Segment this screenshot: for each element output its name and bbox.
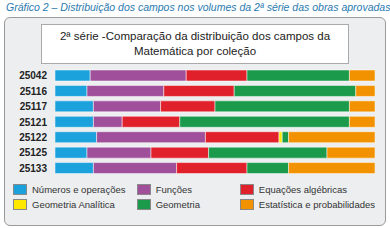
html-text:Geometria: Geometria bbox=[155, 199, 200, 210]
svg-text:25042: 25042 bbox=[19, 70, 47, 81]
svg-text:25117: 25117 bbox=[20, 101, 48, 112]
html-text:Geometria Analítica: Geometria Analítica bbox=[32, 199, 115, 210]
svg-text:25116: 25116 bbox=[20, 86, 48, 97]
html-text:Estatística e probabilidades: Estatística e probabilidades bbox=[258, 199, 375, 210]
html-text:2ª série -Comparação da distri: 2ª série -Comparação da distribuição dos… bbox=[59, 30, 331, 57]
svg-text:25122: 25122 bbox=[19, 132, 47, 143]
html-text:Números e operações: Números e operações bbox=[32, 184, 126, 195]
svg-text:25125: 25125 bbox=[19, 147, 47, 158]
svg-text:25133: 25133 bbox=[19, 163, 47, 174]
html-text:Gráfico 2 – Distribuição dos c: Gráfico 2 – Distribuição dos campos nos … bbox=[6, 1, 390, 13]
svg-text:25121: 25121 bbox=[19, 117, 47, 128]
html-text:Equações algébricas: Equações algébricas bbox=[258, 184, 347, 195]
html-text:Funções: Funções bbox=[155, 184, 193, 195]
